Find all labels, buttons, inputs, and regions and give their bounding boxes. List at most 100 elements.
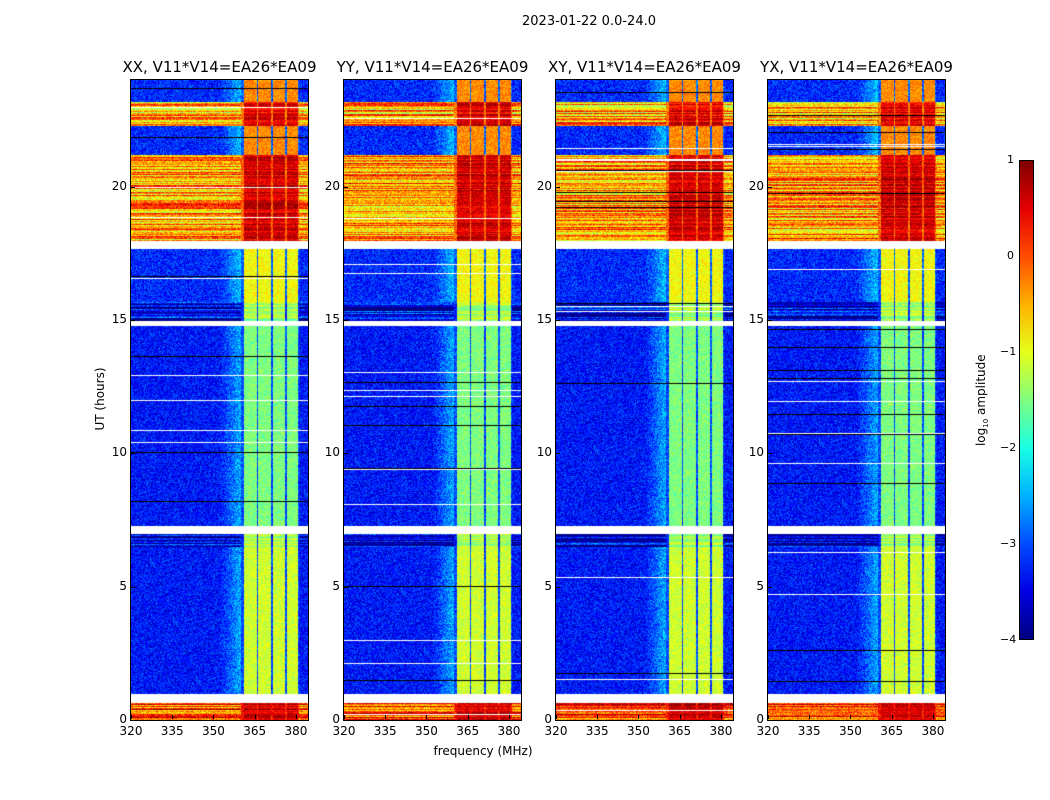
x-tick-mark — [556, 715, 557, 719]
x-tick-label: 365 — [880, 724, 904, 738]
y-tick-mark — [768, 320, 772, 321]
y-tick-label: 0 — [332, 712, 340, 726]
x-tick-mark — [426, 715, 428, 719]
x-tick-mark — [131, 715, 132, 719]
y-tick-mark — [131, 453, 135, 455]
y-tick-label: 5 — [756, 578, 764, 593]
y-tick-label: 15 — [111, 312, 127, 326]
heatmap-image — [556, 80, 733, 720]
x-tick-label: 320 — [332, 724, 356, 738]
y-tick-mark — [344, 453, 348, 455]
y-tick-label: 5 — [332, 578, 340, 593]
y-tick-mark — [344, 586, 348, 588]
y-tick-label: 15 — [748, 312, 764, 326]
x-tick-label: 380 — [921, 724, 945, 738]
y-tick-label: 5 — [119, 578, 127, 593]
y-axis-label: UT (hours) — [93, 367, 107, 431]
x-tick-label: 320 — [544, 724, 568, 738]
y-tick-mark — [131, 186, 135, 188]
y-tick-label: 10 — [111, 445, 127, 460]
y-tick-label: 10 — [748, 445, 764, 460]
x-tick-label: 350 — [202, 724, 225, 738]
panel-yx: YX, V11*V14=EA26*EA09 0 5 10 15 20 320 335 350 3… — [749, 58, 953, 738]
x-tick-label: 335 — [585, 724, 609, 738]
x-tick-mark — [597, 715, 599, 719]
x-tick-mark — [295, 715, 297, 719]
y-tick-mark — [556, 186, 560, 188]
heatmap-image — [768, 80, 945, 720]
x-tick-label: 350 — [627, 724, 650, 738]
y-tick-mark — [344, 320, 348, 321]
y-tick-mark — [131, 320, 135, 321]
x-tick-mark — [254, 715, 256, 719]
x-tick-label: 335 — [160, 724, 184, 738]
colorbar-tick-label: −2 — [1000, 441, 1017, 454]
panel-xy: XY, V11*V14=EA26*EA09 0 5 10 15 20 320 335 350 3… — [537, 58, 741, 738]
y-tick-label: 5 — [544, 578, 552, 593]
x-tick-label: 350 — [839, 724, 862, 738]
x-tick-label: 365 — [243, 724, 267, 738]
x-tick-label: 380 — [284, 724, 308, 738]
x-tick-mark — [809, 715, 811, 719]
x-tick-mark — [172, 715, 174, 719]
colorbar-tick-label: −1 — [1000, 345, 1017, 358]
x-tick-mark — [638, 715, 640, 719]
y-tick-label: 20 — [748, 178, 764, 193]
y-tick-label: 20 — [324, 178, 340, 193]
y-tick-mark — [556, 586, 560, 588]
colorbar-tick-label: −4 — [1000, 633, 1017, 646]
x-tick-label: 320 — [756, 724, 780, 738]
y-tick-label: 15 — [536, 312, 552, 326]
x-tick-mark — [467, 715, 469, 719]
y-tick-mark — [131, 720, 135, 721]
y-tick-mark — [556, 320, 560, 321]
x-tick-mark — [344, 715, 345, 719]
x-tick-label: 365 — [456, 724, 480, 738]
x-tick-mark — [508, 715, 510, 719]
x-tick-mark — [768, 715, 769, 719]
y-tick-mark — [768, 586, 772, 588]
colorbar-tick-label: 1 — [1007, 153, 1014, 166]
y-tick-mark — [344, 186, 348, 188]
x-tick-label: 335 — [373, 724, 397, 738]
colorbar-label: log10 amplitude — [973, 354, 991, 447]
x-tick-mark — [213, 715, 215, 719]
panel-title: YY, V11*V14=EA26*EA09 — [336, 58, 529, 76]
y-tick-mark — [344, 720, 348, 721]
x-tick-label: 380 — [709, 724, 733, 738]
x-tick-mark — [720, 715, 722, 719]
y-tick-mark — [768, 453, 772, 455]
y-tick-mark — [556, 453, 560, 455]
y-tick-label: 0 — [544, 712, 552, 726]
x-tick-mark — [891, 715, 893, 719]
colorbar-tick-label: −3 — [1000, 537, 1017, 550]
x-tick-label: 335 — [797, 724, 821, 738]
y-tick-label: 10 — [536, 445, 552, 460]
x-axis-label: frequency (MHz) — [433, 744, 533, 758]
panel-xx: XX, V11*V14=EA26*EA09 0 5 10 15 20 320 335 350 3… — [112, 58, 317, 738]
x-tick-label: 350 — [415, 724, 438, 738]
x-tick-label: 320 — [119, 724, 143, 738]
x-tick-mark — [679, 715, 681, 719]
heatmap-image — [131, 80, 308, 720]
panel-title: XY, V11*V14=EA26*EA09 — [548, 58, 741, 76]
x-tick-mark — [850, 715, 852, 719]
y-tick-label: 0 — [756, 712, 764, 726]
y-tick-label: 0 — [119, 712, 127, 726]
x-tick-label: 380 — [497, 724, 521, 738]
x-tick-mark — [932, 715, 934, 719]
y-tick-mark — [768, 720, 772, 721]
y-tick-mark — [131, 586, 135, 588]
x-tick-label: 365 — [668, 724, 692, 738]
y-tick-label: 20 — [111, 178, 127, 193]
y-tick-label: 15 — [324, 312, 340, 326]
y-tick-mark — [768, 186, 772, 188]
heatmap-image — [344, 80, 521, 720]
panel-yy: YY, V11*V14=EA26*EA09 0 5 10 15 20 320 335 350 3… — [325, 58, 529, 738]
y-tick-mark — [556, 720, 560, 721]
y-tick-label: 10 — [324, 445, 340, 460]
panel-title: XX, V11*V14=EA26*EA09 — [122, 58, 317, 76]
x-tick-mark — [385, 715, 387, 719]
colorbar-tick-label: 0 — [1007, 249, 1014, 262]
